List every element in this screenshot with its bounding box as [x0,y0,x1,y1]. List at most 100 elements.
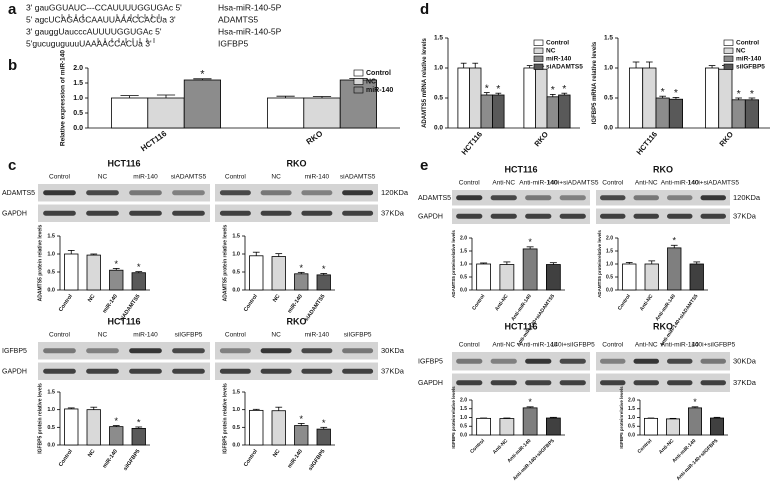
blot-band [129,368,162,374]
bar [303,97,341,129]
blot-image [215,362,378,380]
row-label: ADAMTS5 [2,190,35,197]
bar [642,67,657,129]
x-tick-label: Control [471,293,486,312]
row-label: IGFBP5 [418,359,443,366]
lane-label: Anti-miR-140 [519,180,557,187]
x-tick-label: miR-140 [287,449,304,470]
blot-title: RKO [287,316,307,326]
blot-image [38,204,210,222]
blot-band [219,368,251,374]
blot-band [633,213,659,219]
bar [558,94,571,129]
lane-label: Anti-miR-140 [519,342,557,349]
bar [294,273,309,291]
significance-mark: * [299,263,303,274]
lane-label: NC [98,174,108,181]
y-axis-label: Relative expression of miR-140 [60,50,67,146]
lane-label: NC [271,332,281,339]
legend-swatch [533,39,544,46]
legend-swatch [353,86,364,94]
blot-image [452,373,590,392]
x-tick-label: HCT116 [459,130,484,157]
size-label: 120KDa [381,188,409,197]
blot-band [525,380,552,386]
bar [249,409,264,446]
bar [86,409,101,446]
significance-mark: * [114,259,118,270]
legend-label: Control [546,39,569,46]
lane-label: Control [225,332,247,339]
y-tick-label: 1.0 [606,261,613,267]
blot-band [667,358,693,364]
size-label: 120KDa [733,193,761,202]
blot-band [490,195,517,201]
x-tick-label: RKO [532,130,550,149]
blot-band [490,380,517,386]
row-label: GAPDH [418,214,443,221]
x-tick-label: Anti-NC [494,293,510,312]
lane-label: Control [49,332,71,339]
legend-label: NC [736,47,746,54]
bar [546,264,561,291]
x-tick-label: Control [637,438,654,455]
x-tick-label: Control [58,448,74,468]
x-tick-label: NC [272,449,281,459]
lane-label: Anti-miR-140 [661,342,699,349]
bar [316,428,331,446]
blot-band [86,368,119,374]
blot-title: HCT116 [504,321,537,331]
blot-band [600,380,626,386]
y-tick-label: 0.5 [232,269,240,275]
bar [718,68,733,129]
size-label: 30KDa [733,357,757,366]
blot-band [219,348,251,354]
bar [183,79,221,129]
bar [492,94,505,129]
blot-band [43,210,76,216]
x-tick-label: Control [58,293,74,313]
significance-mark: * [528,397,532,407]
lane-label: Anti-miR-140 [661,180,699,187]
y-tick-label: 1.0 [232,407,240,413]
bar [629,67,644,129]
panel-label: d [420,1,429,18]
bar [710,417,725,436]
y-axis-label: IGFBP5 protein relative levels [223,383,229,454]
y-tick-label: 0.5 [628,424,635,430]
x-tick-label: siADAMTS5 [304,294,327,323]
blot-band [700,380,726,386]
blot-band [260,210,292,216]
bar [668,98,683,129]
sequence-name: Hsa-miR-140-5P [218,2,282,12]
legend-swatch [723,39,734,46]
bar [546,96,559,129]
legend-swatch [533,55,544,62]
blot-band [633,195,659,201]
sequence: 3' gauggUaucccAUUUUGGUGAc 5' [26,26,162,36]
bar [522,248,538,291]
bar [271,410,286,446]
y-axis-label: ADAMTS5 protein relative levels [223,224,229,301]
y-tick-label: 0.0 [434,125,443,132]
blot-band [86,348,119,354]
blot-band [456,195,483,201]
blot-band [301,190,333,196]
lane-label: 140i+siADAMTS5 [688,180,740,187]
y-tick-label: 0.5 [47,425,55,431]
blot-image [215,204,378,222]
significance-mark: * [737,88,741,100]
blot-band [700,358,726,364]
y-tick-label: 1.0 [73,95,83,102]
blot-band [342,348,374,354]
x-tick-label: siIGFBP5 [308,449,327,472]
y-tick-label: 0.5 [73,110,83,117]
blot-image [38,362,210,380]
lane-label: Control [225,174,247,181]
bar [86,254,101,291]
blot-band [700,195,726,201]
x-tick-label: Anti-miR-140 [654,293,677,322]
y-axis-label: IGFBP5 proteinrelative levels [451,386,456,449]
bar [111,97,149,129]
